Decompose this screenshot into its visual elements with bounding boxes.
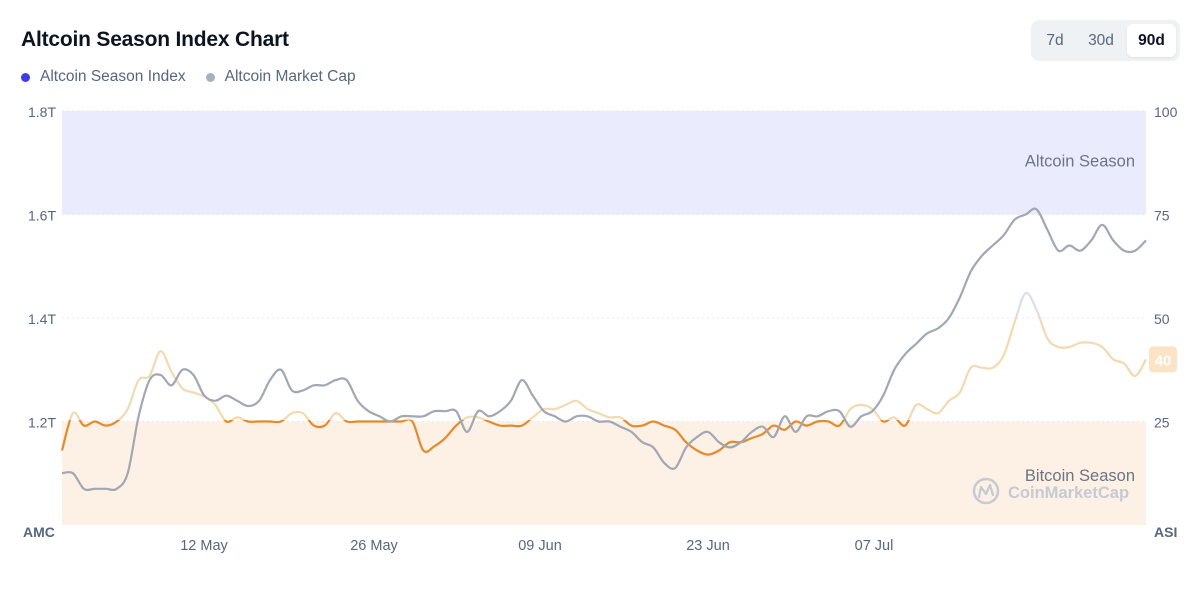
x-tick-label: 26 May <box>350 538 398 554</box>
right-axis-label: ASI <box>1154 524 1177 540</box>
chart-legend: Altcoin Season Index Altcoin Market Cap <box>21 68 356 86</box>
current-value-label: 40 <box>1155 352 1172 369</box>
left-tick-label: 1.2T <box>28 415 56 431</box>
series-line-altcoin-market-cap <box>61 207 1147 492</box>
x-tick-label: 07 Jul <box>855 538 894 554</box>
x-tick-label: 09 Jun <box>518 538 562 554</box>
right-tick-label: 25 <box>1154 415 1170 431</box>
page-title: Altcoin Season Index Chart <box>21 28 289 51</box>
zone-label-bitcoin-season: Bitcoin Season <box>1025 467 1135 485</box>
legend-item-altcoin-market-cap[interactable]: Altcoin Market Cap <box>205 68 356 86</box>
bitcoin-season-zone <box>62 421 1146 525</box>
left-axis-label: AMC <box>23 524 55 540</box>
series-line-altcoin-season-index <box>60 291 1147 456</box>
time-range-selector: 7d 30d 90d <box>1031 20 1180 61</box>
tab-7d[interactable]: 7d <box>1046 31 1064 49</box>
coinmarketcap-logo-icon <box>972 477 1000 505</box>
right-tick-label: 100 <box>1154 104 1178 120</box>
tab-30d[interactable]: 30d <box>1088 31 1114 49</box>
x-tick-label: 12 May <box>180 538 228 554</box>
right-tick-label: 75 <box>1154 208 1170 224</box>
left-tick-label: 1.6T <box>28 208 56 224</box>
x-tick-label: 23 Jun <box>686 538 730 554</box>
left-tick-label: 1.4T <box>28 311 56 327</box>
tab-90d[interactable]: 90d <box>1127 24 1176 57</box>
legend-label: Altcoin Market Cap <box>224 68 356 85</box>
legend-item-altcoin-season-index[interactable]: Altcoin Season Index <box>21 68 186 86</box>
watermark-text: CoinMarketCap <box>1008 484 1129 502</box>
left-tick-label: 1.8T <box>28 104 56 120</box>
right-tick-label: 50 <box>1154 311 1170 327</box>
altcoin-season-zone <box>62 111 1146 215</box>
zone-label-altcoin-season: Altcoin Season <box>1025 153 1135 171</box>
current-value-badge <box>1149 346 1177 373</box>
legend-dot-icon <box>21 72 30 82</box>
legend-dot-icon <box>205 72 215 82</box>
legend-label: Altcoin Season Index <box>40 68 186 85</box>
